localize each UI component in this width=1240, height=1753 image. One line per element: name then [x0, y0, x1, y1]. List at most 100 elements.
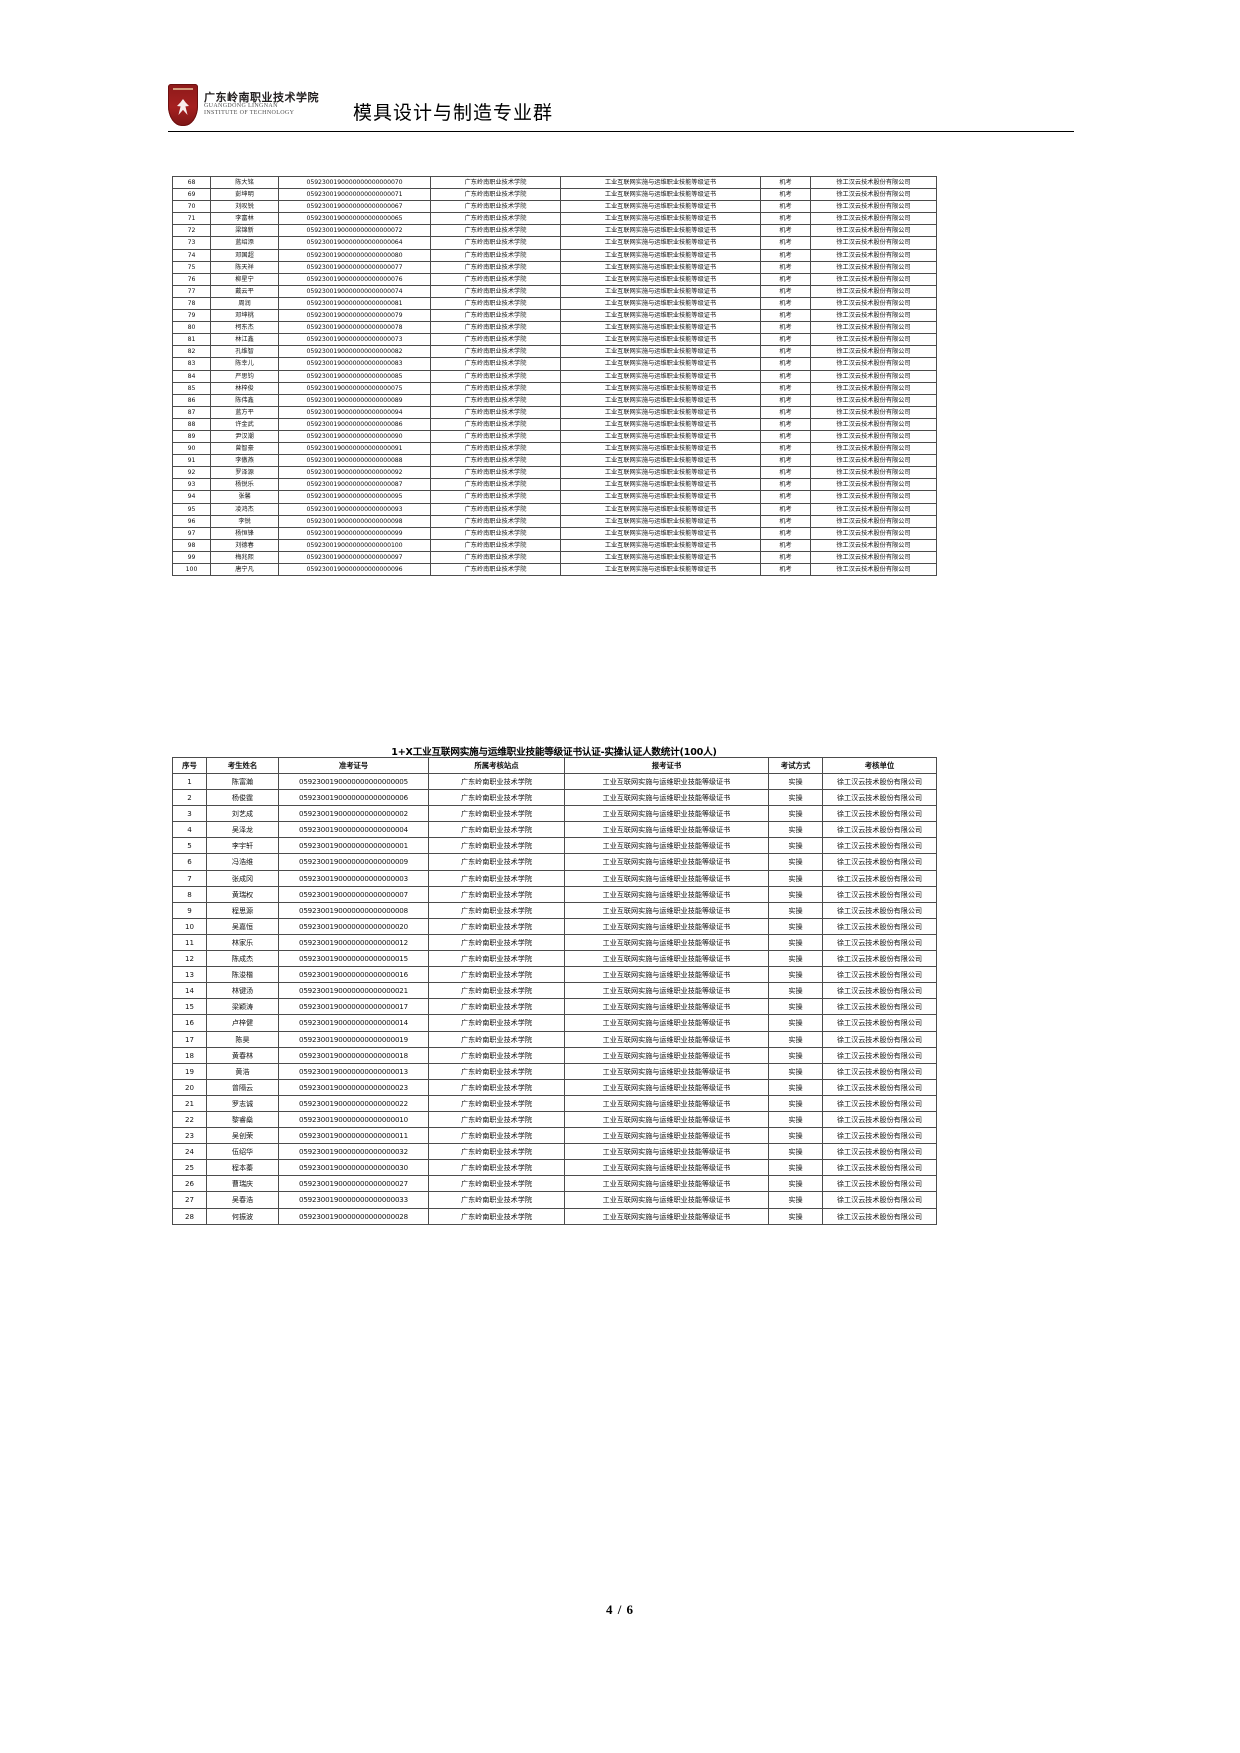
table-cell: 广东岭南职业技术学院	[430, 466, 561, 480]
table-row: 8 黄瑞权 0592300190000000000000007 广东岭南职业技术学院工…	[172, 885, 937, 903]
table-cell: 徐工汉云技术股份有限公司	[822, 933, 937, 952]
table-cell: 黄瑞权	[206, 885, 279, 903]
table-cell: 工业互联网实施与运维职业技能等级证书	[564, 1175, 769, 1193]
table-cell: 徐工汉云技术股份有限公司	[810, 417, 937, 431]
table-cell: 徐工汉云技术股份有限公司	[822, 1078, 937, 1096]
table-cell: 徐工汉云技术股份有限公司	[822, 998, 937, 1016]
table-cell: 工业互联网实施与运维职业技能等级证书	[560, 381, 761, 395]
table-cell: 广东岭南职业技术学院	[430, 333, 561, 347]
table-row: 25 程本蓁 0592300190000000000000030 广东岭南职业技术学院…	[172, 1159, 937, 1177]
table-cell: 实操	[768, 933, 823, 952]
table-cell: 机考	[760, 538, 811, 552]
table-cell: 11	[172, 933, 207, 952]
table-cell: 广东岭南职业技术学院	[430, 429, 561, 444]
table-cell: 徐工汉云技术股份有限公司	[810, 284, 937, 298]
table-cell: 工业互联网实施与运维职业技能等级证书	[564, 1143, 769, 1161]
table-cell: 工业互联网实施与运维职业技能等级证书	[560, 442, 761, 456]
table-cell: 凌鸿杰	[210, 502, 279, 516]
table-cell: 0592300190000000000000096	[278, 562, 431, 577]
table-cell: 程思源	[206, 901, 279, 919]
table-cell: 工业互联网实施与运维职业技能等级证书	[560, 417, 761, 431]
table-row: 21 罗志诚 0592300190000000000000022 广东岭南职业技术学院…	[172, 1094, 937, 1112]
table-row: 1 陈富瀚 0592300190000000000000005 广东岭南职业技术学院工…	[172, 772, 937, 791]
table-row: 11 林家乐 0592300190000000000000012 广东岭南职业技术学院…	[172, 933, 937, 952]
table-cell: 工业互联网实施与运维职业技能等级证书	[564, 1127, 769, 1145]
table-row: 24 伍绍华 0592300190000000000000032 广东岭南职业技术学院…	[172, 1143, 937, 1161]
table-cell: 陈幸儿	[210, 357, 279, 371]
table-cell: 0592300190000000000000083	[278, 357, 431, 371]
table-row: 99 梅兆熙 0592300190000000000000097 广东岭南职业技术学院…	[172, 550, 937, 565]
table-cell: 徐工汉云技术股份有限公司	[822, 853, 937, 871]
table-cell: 工业互联网实施与运维职业技能等级证书	[564, 789, 769, 807]
table-cell: 徐工汉云技术股份有限公司	[810, 442, 937, 456]
table-row: 93 杨锐乐 0592300190000000000000087 广东岭南职业技术学院…	[172, 478, 937, 492]
table-cell: 工业互联网实施与运维职业技能等级证书	[560, 514, 761, 528]
table-cell: 工业互联网实施与运维职业技能等级证书	[560, 393, 761, 407]
table-cell: 机考	[760, 236, 811, 250]
table-cell: 广东岭南职业技术学院	[428, 885, 565, 903]
table-cell: 广东岭南职业技术学院	[430, 321, 561, 335]
table-cell: 工业互联网实施与运维职业技能等级证书	[560, 224, 761, 238]
table-cell: 徐工汉云技术股份有限公司	[810, 393, 937, 407]
table-cell: 广东岭南职业技术学院	[428, 853, 565, 871]
table-cell: 彭坤明	[210, 188, 279, 202]
table-cell: 实操	[768, 1110, 823, 1129]
table-cell: 实操	[768, 1127, 823, 1145]
table-cell: 徐工汉云技术股份有限公司	[810, 224, 937, 238]
table-cell: 黄春林	[206, 1046, 279, 1064]
table-cell: 冯浩维	[206, 853, 279, 871]
practical-exam-table-head: 序号 考生姓名 准考证号 所属考核站点 报考证书 考试方式 考核单位	[172, 757, 937, 774]
table-cell: 0592300190000000000000067	[278, 200, 431, 214]
table-cell: 徐工汉云技术股份有限公司	[810, 248, 937, 262]
table-cell: 15	[172, 998, 207, 1016]
table-cell: 74	[172, 248, 211, 262]
table-cell: 实操	[768, 1030, 823, 1048]
table-cell: 机考	[760, 417, 811, 431]
table-cell: 戴云平	[210, 284, 279, 298]
table-cell: 0592300190000000000000014	[278, 1014, 429, 1032]
table-cell: 广东岭南职业技术学院	[430, 284, 561, 298]
table-cell: 邓坤桃	[210, 309, 279, 323]
table-cell: 广东岭南职业技术学院	[430, 502, 561, 516]
table-cell: 广东岭南职业技术学院	[428, 917, 565, 935]
table-cell: 75	[172, 260, 211, 274]
table-cell: 广东岭南职业技术学院	[430, 381, 561, 395]
table-cell: 0592300190000000000000100	[278, 538, 431, 552]
column-header: 考生姓名	[206, 757, 279, 774]
table-cell: 实操	[768, 1159, 823, 1177]
school-crest-icon	[168, 84, 198, 126]
table-cell: 工业互联网实施与运维职业技能等级证书	[564, 901, 769, 919]
table-cell: 0592300190000000000000090	[278, 429, 431, 444]
table-row: 100 唐宁凡 0592300190000000000000096 广东岭南职业技术学…	[172, 562, 937, 577]
table-cell: 徐工汉云技术股份有限公司	[822, 1127, 937, 1145]
table-row: 2 杨俊霆 0592300190000000000000006 广东岭南职业技术学院工…	[172, 789, 937, 807]
table-cell: 1	[172, 772, 207, 791]
table-cell: 机考	[760, 550, 811, 565]
table-cell: 广东岭南职业技术学院	[430, 538, 561, 552]
table-cell: 0592300190000000000000077	[278, 260, 431, 274]
table-cell: 张馨	[210, 490, 279, 504]
column-header: 考核单位	[822, 757, 937, 774]
table-row: 72 梁锦新 0592300190000000000000072 广东岭南职业技术学院…	[172, 224, 937, 238]
table-cell: 机考	[760, 224, 811, 238]
table-cell: 工业互联网实施与运维职业技能等级证书	[564, 1014, 769, 1032]
table-cell: 陈伟鑫	[210, 393, 279, 407]
table-cell: 0592300190000000000000098	[278, 514, 431, 528]
table-cell: 0592300190000000000000012	[278, 933, 429, 952]
table-row: 22 黎睿燊 0592300190000000000000010 广东岭南职业技术学院…	[172, 1110, 937, 1129]
table-cell: 广东岭南职业技术学院	[428, 1014, 565, 1032]
table-cell: 工业互联网实施与运维职业技能等级证书	[560, 284, 761, 298]
table-cell: 0592300190000000000000080	[278, 248, 431, 262]
table-cell: 0592300190000000000000001	[278, 837, 429, 855]
machine-exam-table: 68 陈大铭 0592300190000000000000070 广东岭南职业技术学院…	[172, 175, 937, 577]
table-cell: 黄浩	[206, 1062, 279, 1080]
table-row: 69 彭坤明 0592300190000000000000071 广东岭南职业技术学院…	[172, 188, 937, 202]
table-cell: 广东岭南职业技术学院	[428, 901, 565, 919]
table-cell: 徐工汉云技术股份有限公司	[810, 490, 937, 504]
table-cell: 工业互联网实施与运维职业技能等级证书	[560, 272, 761, 286]
table-cell: 蓝方平	[210, 405, 279, 419]
table-cell: 广东岭南职业技术学院	[430, 405, 561, 419]
table-cell: 0592300190000000000000004	[278, 821, 429, 839]
table-cell: 0592300190000000000000002	[278, 805, 429, 823]
table-cell: 周润	[210, 296, 279, 311]
